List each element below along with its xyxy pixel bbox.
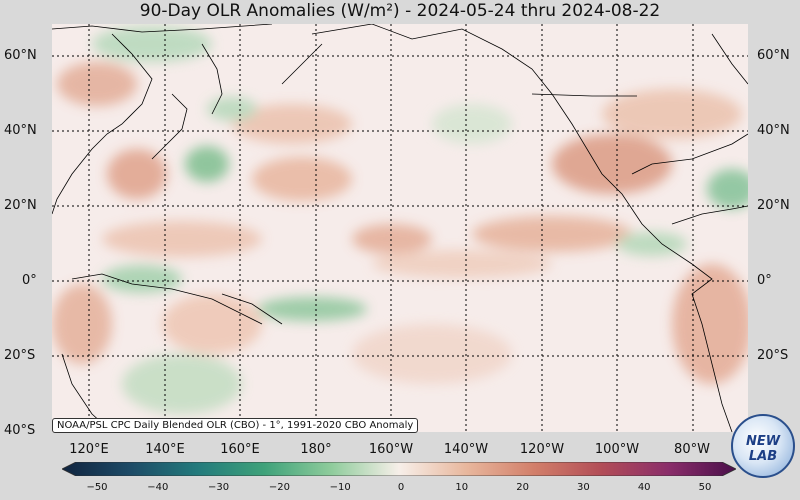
- lat-label-40n-right: 40°N: [757, 123, 790, 138]
- colorbar-tick-label: −20: [268, 482, 290, 493]
- lat-label-40s: 40°S: [4, 423, 36, 438]
- lat-label-20s: 20°S: [4, 348, 36, 363]
- lat-label-20n: 20°N: [4, 198, 37, 213]
- map-title: 90-Day OLR Anomalies (W/m²) - 2024-05-24…: [139, 1, 661, 21]
- lat-label-60n: 60°N: [4, 48, 37, 63]
- lon-label-140e: 140°E: [145, 442, 185, 457]
- lon-label-80w: 80°W: [674, 442, 710, 457]
- graticule: [52, 24, 748, 432]
- lat-label-20n-right: 20°N: [757, 198, 790, 213]
- lon-label-180: 180°: [300, 442, 332, 457]
- lat-label-60n-right: 60°N: [757, 48, 790, 63]
- colorbar-tick-label: 50: [698, 482, 712, 493]
- lat-label-40n: 40°N: [4, 123, 37, 138]
- lat-label-equator-right: 0°: [757, 273, 772, 288]
- lab-logo: NEW LAB: [731, 414, 795, 478]
- lon-label-100w: 100°W: [594, 442, 640, 457]
- source-note: NOAA/PSL CPC Daily Blended OLR (CBO) - 1…: [52, 418, 419, 433]
- colorbar-tick-label: −40: [147, 482, 169, 493]
- lat-label-equator: 0°: [22, 273, 37, 288]
- lon-label-160e: 160°E: [220, 442, 260, 457]
- anomaly-field: [52, 26, 748, 414]
- lon-label-160w: 160°W: [368, 442, 414, 457]
- colorbar-tick-label: −10: [329, 482, 351, 493]
- colorbar-tick-label: 30: [577, 482, 590, 493]
- colorbar-tick-label: 0: [397, 482, 405, 493]
- lon-label-120e: 120°E: [69, 442, 109, 457]
- lat-label-20s-right: 20°S: [757, 348, 789, 363]
- coastlines: [52, 24, 748, 432]
- colorbar-tick-label: −50: [86, 482, 108, 493]
- colorbar-tick-label: 10: [455, 482, 469, 493]
- colorbar: [62, 462, 736, 476]
- olr-anomaly-map: [52, 24, 748, 432]
- colorbar-tick-label: 40: [637, 482, 651, 493]
- lon-label-140w: 140°W: [443, 442, 489, 457]
- lon-label-120w: 120°W: [519, 442, 565, 457]
- colorbar-tick-label: 20: [516, 482, 529, 493]
- colorbar-tick-label: −30: [208, 482, 230, 493]
